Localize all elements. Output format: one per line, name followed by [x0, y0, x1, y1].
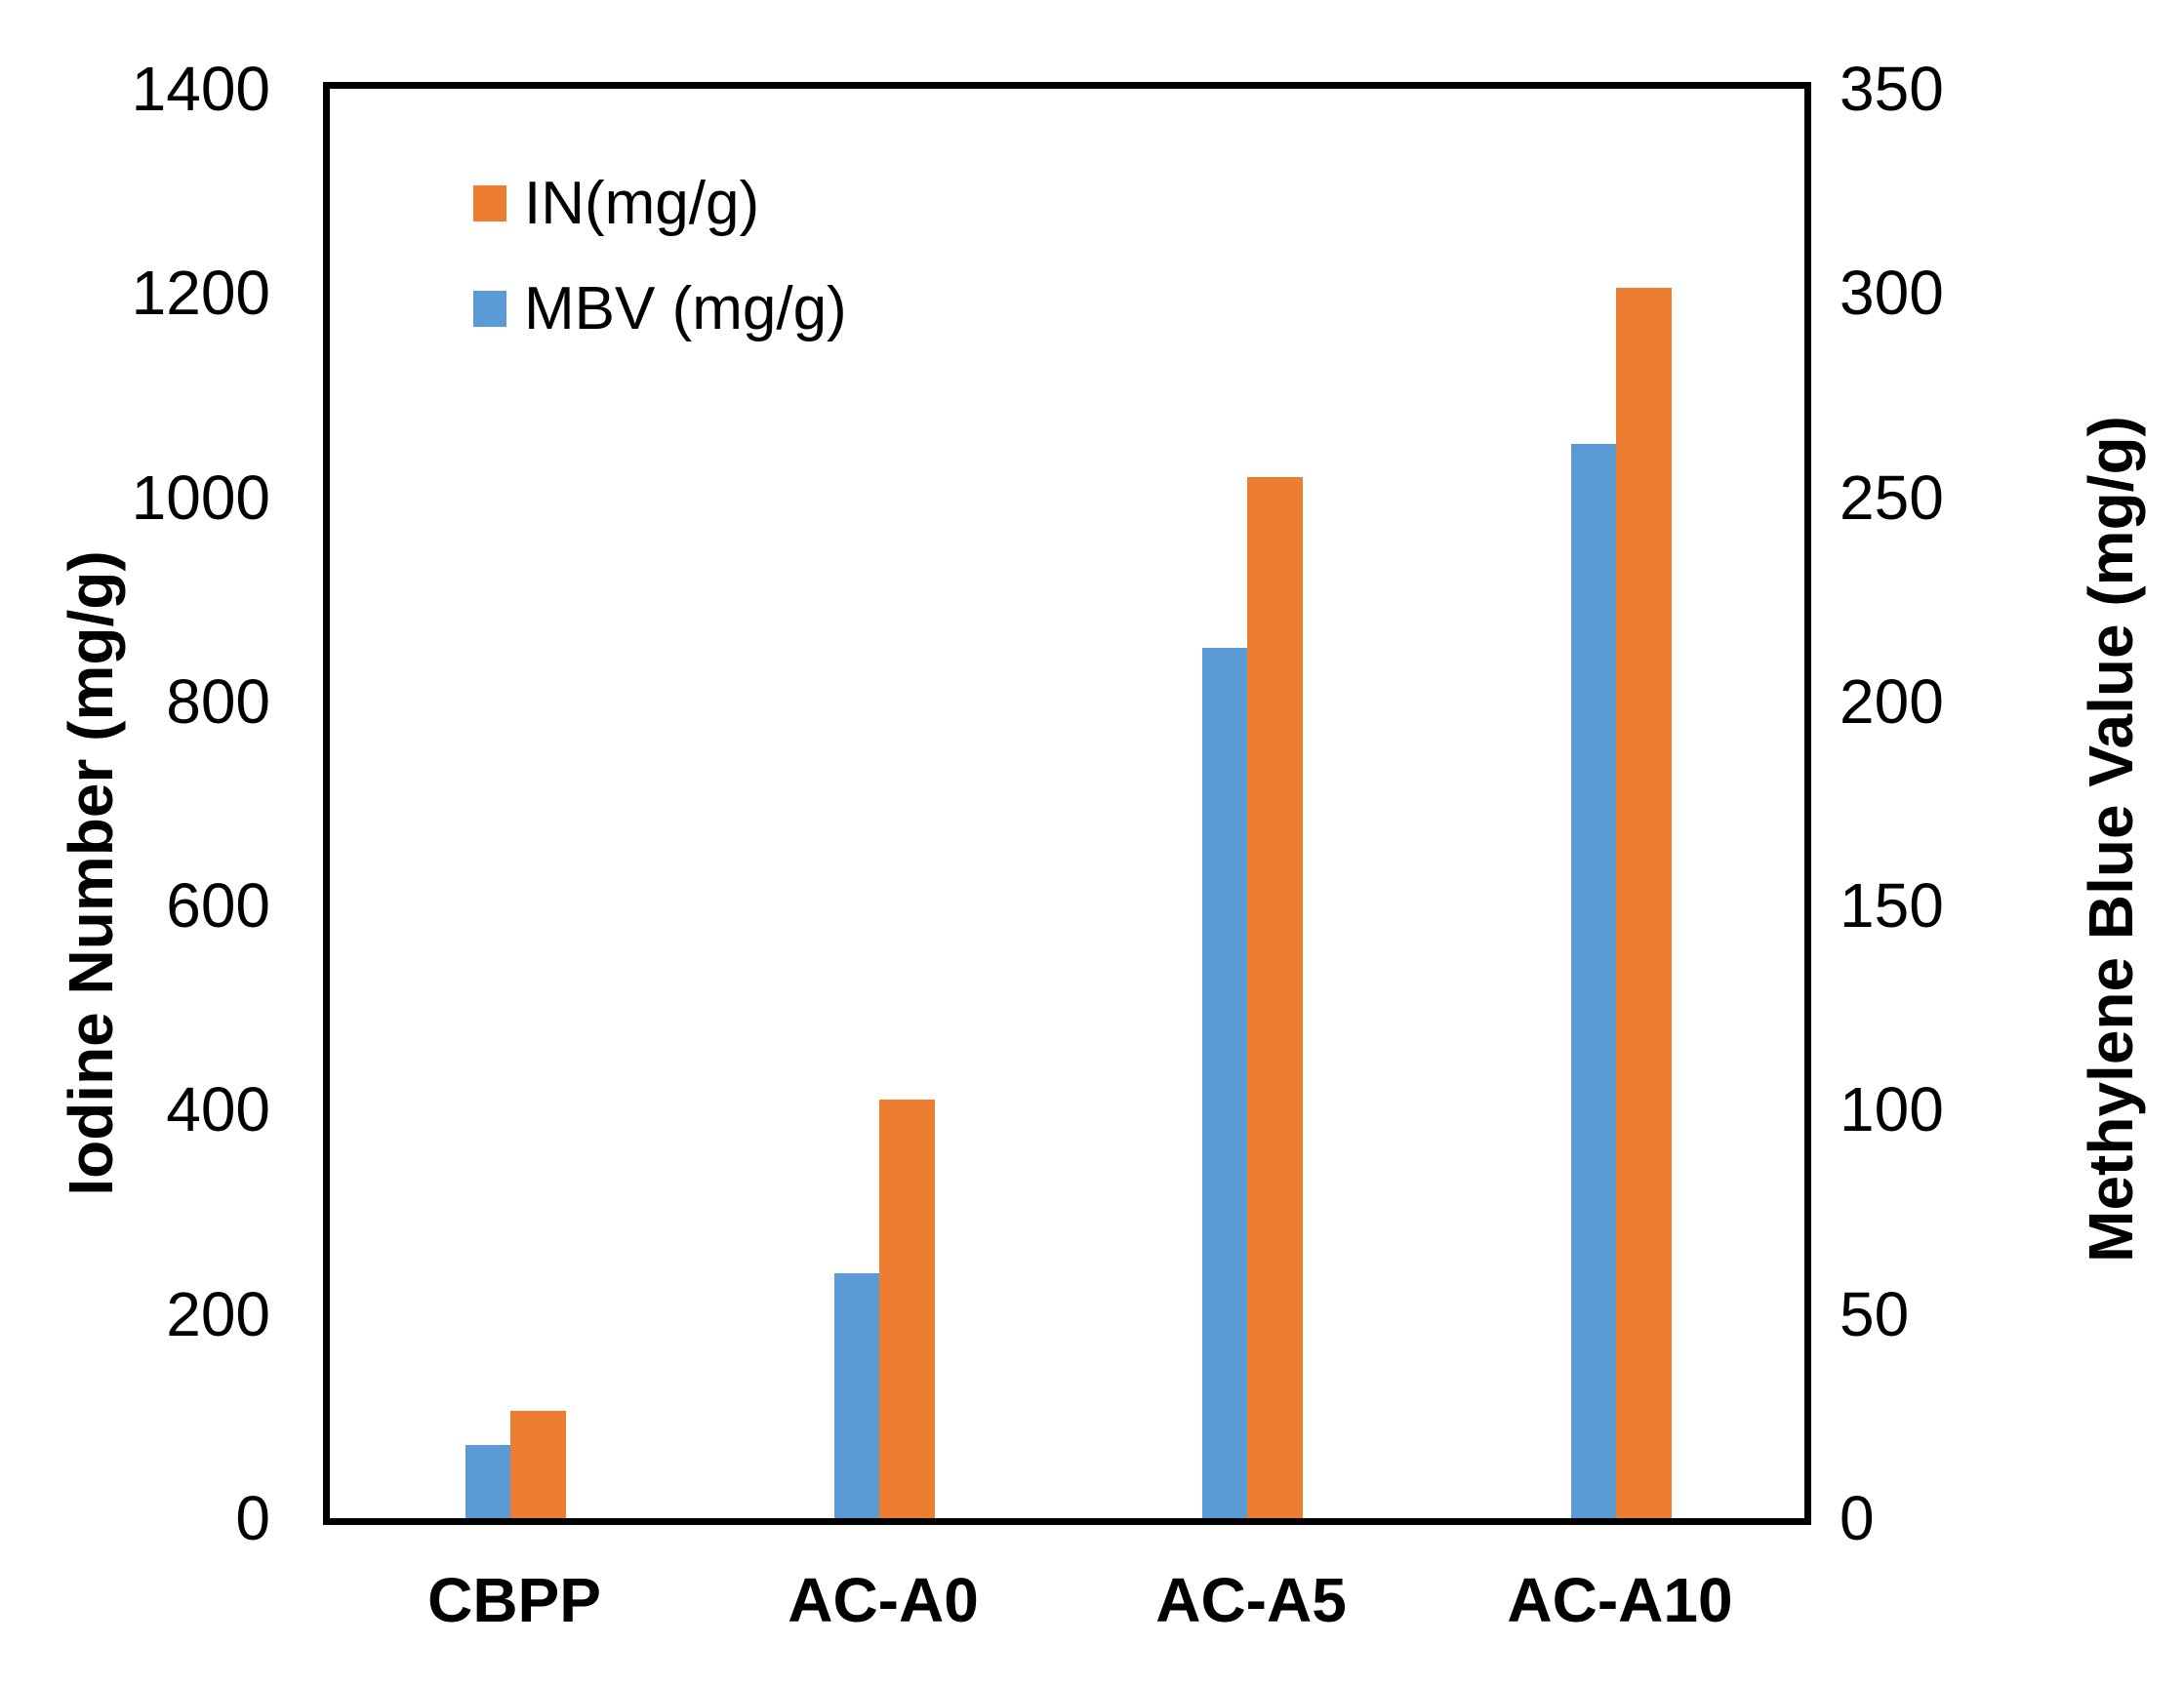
plot-area [323, 82, 1811, 1525]
right-axis-tick: 150 [1840, 870, 1944, 941]
legend: IN(mg/g) MBV (mg/g) [473, 170, 847, 384]
left-axis-tick: 0 [235, 1483, 270, 1553]
right-axis-tick: 250 [1840, 462, 1944, 533]
legend-item-mbv: MBV (mg/g) [473, 275, 847, 342]
bar-mbv-ac-a5 [1202, 648, 1251, 1518]
left-axis-tick: 1400 [131, 54, 270, 124]
left-axis-tick: 200 [166, 1279, 270, 1349]
bar-in-ac-a0 [879, 1100, 935, 1518]
bar-in-ac-a10 [1616, 288, 1672, 1518]
left-axis-tick: 800 [166, 666, 270, 737]
legend-swatch-in-icon [473, 184, 506, 221]
x-axis-label-ac-a5: AC-A5 [1155, 1565, 1347, 1635]
legend-label-in: IN(mg/g) [524, 169, 760, 237]
right-axis-tick: 200 [1840, 666, 1944, 737]
right-axis-tick: 100 [1840, 1074, 1944, 1144]
legend-swatch-mbv-icon [473, 290, 506, 327]
right-axis-tick: 50 [1840, 1279, 1910, 1349]
x-axis-label-ac-a0: AC-A0 [788, 1565, 979, 1635]
right-axis-tick: 0 [1840, 1483, 1875, 1553]
bar-mbv-ac-a10 [1571, 444, 1620, 1518]
right-axis-tick: 350 [1840, 54, 1944, 124]
left-axis-tick: 400 [166, 1074, 270, 1144]
bar-in-cbpp [510, 1411, 566, 1518]
x-axis-label-cbpp: CBPP [427, 1565, 601, 1635]
bar-mbv-cbpp [465, 1445, 514, 1518]
legend-label-mbv: MBV (mg/g) [524, 274, 847, 342]
bar-in-ac-a5 [1247, 477, 1303, 1518]
legend-item-in: IN(mg/g) [473, 170, 847, 237]
left-axis-tick: 1200 [131, 258, 270, 328]
x-axis-label-ac-a10: AC-A10 [1507, 1565, 1733, 1635]
bar-mbv-ac-a0 [834, 1273, 883, 1518]
left-axis-tick: 1000 [131, 462, 270, 533]
right-axis-title: Methylene Blue Value (mg/g) [2076, 416, 2146, 1263]
right-axis-tick: 300 [1840, 258, 1944, 328]
left-axis-tick: 600 [166, 870, 270, 941]
